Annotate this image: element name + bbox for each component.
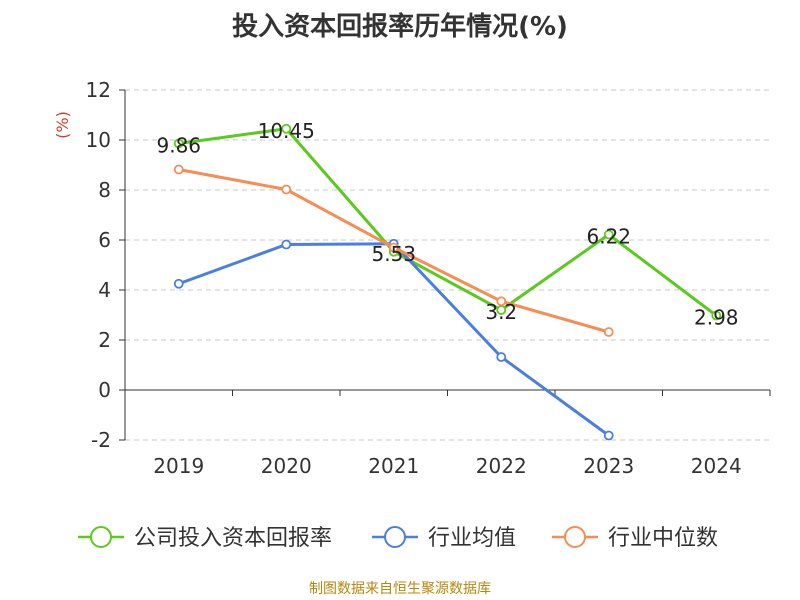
data-point-0 xyxy=(281,123,292,134)
data-point-2 xyxy=(603,327,614,337)
data-label: 9.86 xyxy=(156,134,201,158)
x-tick-label: 2022 xyxy=(476,454,527,478)
x-tick-label: 2023 xyxy=(583,454,634,478)
data-point-1 xyxy=(603,430,614,441)
source-note: 制图数据来自恒生聚源数据库 xyxy=(309,581,491,597)
data-label: 10.45 xyxy=(258,119,315,143)
data-point-0 xyxy=(173,138,184,149)
legend-label: 行业均值 xyxy=(428,526,516,551)
axes: -2 0 2 4 6 8 10 12 2019 2020 2021 2022 2023 2024 (%) xyxy=(53,78,771,478)
series-line-0 xyxy=(178,127,718,317)
series-layer xyxy=(173,123,722,441)
x-tick-label: 2020 xyxy=(261,454,312,478)
data-point-2 xyxy=(173,164,184,175)
y-tick-label: 2 xyxy=(98,328,111,352)
data-point-1 xyxy=(281,239,292,250)
legend-label: 公司投入资本回报率 xyxy=(134,526,332,551)
data-point-0 xyxy=(711,310,722,321)
data-point-1 xyxy=(173,278,184,289)
y-tick-label: 10 xyxy=(86,128,111,152)
legend: 公司投入资本回报率 行业均值 行业中位数 xyxy=(78,526,718,551)
data-point-0 xyxy=(603,229,614,240)
data-point-2 xyxy=(388,242,399,253)
legend-swatch-marker xyxy=(90,526,112,548)
y-tick-label: 0 xyxy=(98,378,111,402)
y-tick-label: 4 xyxy=(98,278,111,302)
y-axis-label: (%) xyxy=(53,111,72,139)
x-tick-label: 2021 xyxy=(368,454,419,478)
legend-swatch-marker xyxy=(564,526,586,548)
x-tick-label: 2019 xyxy=(153,454,204,478)
y-tick-label: 8 xyxy=(98,178,111,202)
y-tick-label: 6 xyxy=(98,228,111,252)
data-point-2 xyxy=(281,184,292,195)
legend-label: 行业中位数 xyxy=(608,526,718,551)
data-label: 3.2 xyxy=(485,300,517,324)
data-label: 6.22 xyxy=(586,225,631,249)
data-point-2 xyxy=(496,296,507,307)
y-tick-label: 12 xyxy=(86,78,111,102)
legend-swatch-marker xyxy=(384,526,406,548)
x-tick-label: 2024 xyxy=(691,454,742,478)
data-label: 5.53 xyxy=(371,242,416,266)
data-label: 2.98 xyxy=(694,306,739,330)
grid-lines xyxy=(125,89,770,441)
chart-title: 投入资本回报率历年情况(%) xyxy=(232,12,568,42)
data-point-1 xyxy=(496,352,507,362)
data-labels-layer: 9.86 10.45 5.53 3.2 6.22 2.98 xyxy=(156,119,738,330)
y-tick-label: -2 xyxy=(91,428,111,452)
